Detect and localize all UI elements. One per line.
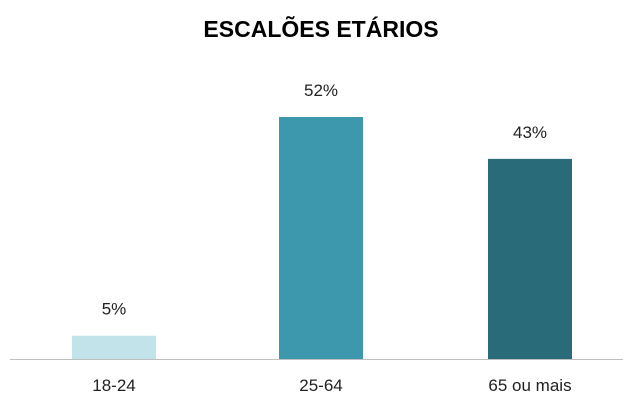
chart-title: ESCALÕES ETÁRIOS xyxy=(203,15,438,42)
bar-group xyxy=(72,117,572,359)
category-label-group: 18-24 25-64 65 ou mais xyxy=(92,376,571,395)
data-label: 43% xyxy=(513,123,547,142)
data-label: 5% xyxy=(102,300,127,319)
bar-18-24 xyxy=(72,335,156,359)
bar-25-64 xyxy=(279,117,363,359)
data-label: 52% xyxy=(304,81,338,100)
bar-65-ou-mais xyxy=(488,158,572,359)
category-label: 18-24 xyxy=(92,376,135,395)
category-label: 65 ou mais xyxy=(488,376,571,395)
category-label: 25-64 xyxy=(299,376,342,395)
value-label-group: 5% 52% 43% xyxy=(102,81,547,319)
